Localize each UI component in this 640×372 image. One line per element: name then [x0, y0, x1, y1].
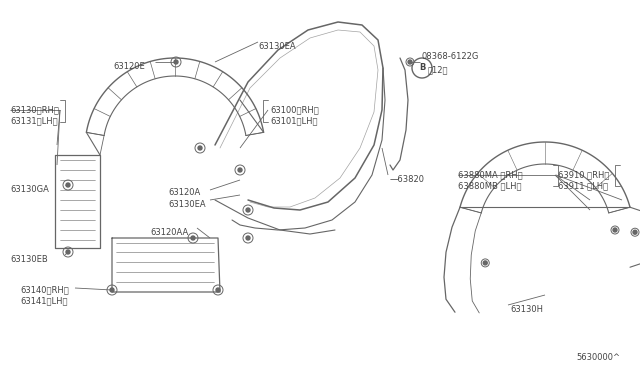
Text: 63120AA: 63120AA	[150, 228, 188, 237]
Text: 63880MB （LH）: 63880MB （LH）	[458, 181, 522, 190]
Text: 63100（RH）: 63100（RH）	[270, 105, 319, 114]
Text: （12）: （12）	[428, 65, 449, 74]
Circle shape	[408, 60, 412, 64]
Text: —63820: —63820	[390, 175, 425, 184]
Circle shape	[66, 250, 70, 254]
Text: 63140（RH）: 63140（RH）	[20, 285, 68, 294]
Circle shape	[633, 230, 637, 234]
Circle shape	[483, 261, 487, 265]
Circle shape	[191, 236, 195, 240]
Text: 63130EA: 63130EA	[258, 42, 296, 51]
Circle shape	[246, 208, 250, 212]
Text: 63130EA: 63130EA	[168, 200, 205, 209]
Circle shape	[110, 288, 114, 292]
Circle shape	[174, 60, 178, 64]
Circle shape	[238, 168, 242, 172]
Text: 5630000^: 5630000^	[576, 353, 620, 362]
Text: 63130EB: 63130EB	[10, 255, 48, 264]
Text: 63130H: 63130H	[510, 305, 543, 314]
Text: 63910 （RH）: 63910 （RH）	[558, 170, 609, 179]
Circle shape	[613, 228, 617, 232]
Text: 63101（LH）: 63101（LH）	[270, 116, 317, 125]
Circle shape	[216, 288, 220, 292]
Circle shape	[246, 236, 250, 240]
Text: 63880MA （RH）: 63880MA （RH）	[458, 170, 523, 179]
Text: B: B	[419, 64, 425, 73]
Text: 08368-6122G: 08368-6122G	[422, 52, 479, 61]
Circle shape	[198, 146, 202, 150]
Text: 63131（LH）: 63131（LH）	[10, 116, 58, 125]
Text: 63141（LH）: 63141（LH）	[20, 296, 67, 305]
Text: 63911 （LH）: 63911 （LH）	[558, 181, 608, 190]
Text: 63120E: 63120E	[113, 62, 145, 71]
Circle shape	[66, 183, 70, 187]
Text: 63120A: 63120A	[168, 188, 200, 197]
Text: 63130GA: 63130GA	[10, 185, 49, 194]
Text: 63130（RH）: 63130（RH）	[10, 105, 59, 114]
